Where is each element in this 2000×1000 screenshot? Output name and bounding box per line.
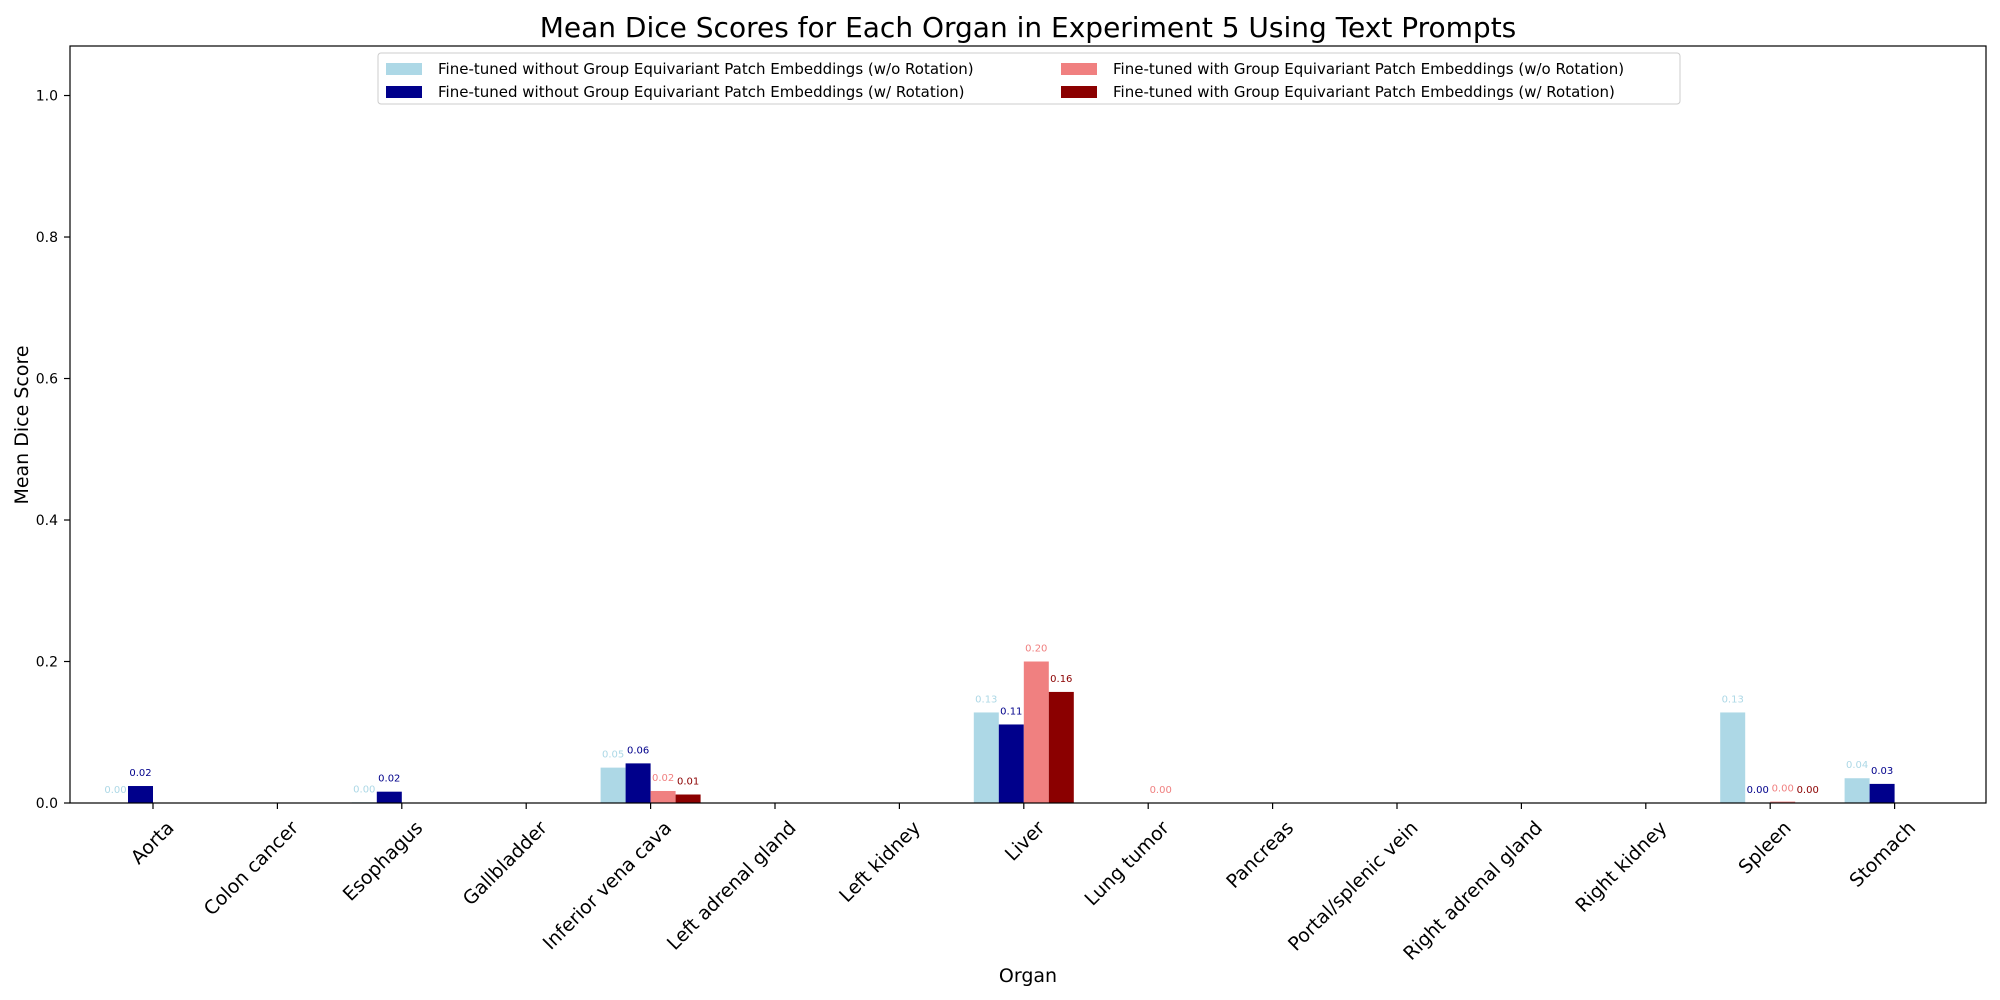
x-tick-label: Aorta — [127, 817, 179, 869]
data-label: 0.13 — [1722, 694, 1744, 705]
bar — [625, 763, 651, 803]
x-tick-label: Left adrenal gland — [663, 817, 801, 955]
data-label: 0.01 — [677, 777, 699, 788]
x-tick-label: Stomach — [1845, 817, 1920, 892]
chart-title: Mean Dice Scores for Each Organ in Exper… — [540, 11, 1517, 44]
legend-entry: Fine-tuned with Group Equivariant Patch … — [1113, 83, 1615, 101]
bar — [1844, 778, 1870, 803]
legend-swatch — [1061, 63, 1097, 75]
legend-swatch — [1061, 86, 1097, 98]
data-label: 0.00 — [1150, 785, 1172, 796]
x-tick-label: Inferior vena cava — [539, 817, 676, 954]
data-label: 0.06 — [627, 745, 649, 756]
y-tick-label: 0.6 — [36, 372, 58, 388]
legend: Fine-tuned without Group Equivariant Pat… — [377, 52, 1681, 105]
data-label: 0.00 — [1747, 785, 1769, 796]
plot-area: 0.0 0.2 0.4 0.6 0.8 1.0 Aorta Colon cancer Esoph… — [36, 89, 1920, 965]
data-label: 0.04 — [1846, 760, 1868, 771]
data-label: 0.03 — [1871, 766, 1893, 777]
y-tick-label: 0.2 — [36, 655, 58, 671]
x-tick-label: Esophagus — [339, 817, 428, 906]
x-tick-label: Right kidney — [1571, 817, 1671, 917]
bar — [1023, 661, 1049, 803]
data-label: 0.02 — [129, 768, 151, 779]
legend-entry: Fine-tuned without Group Equivariant Pat… — [438, 60, 974, 78]
y-axis-label: Mean Dice Score — [11, 345, 33, 504]
bar — [1770, 801, 1796, 803]
x-tick-label: Colon cancer — [200, 817, 303, 920]
x-tick-label: Portal/splenic vein — [1284, 817, 1423, 956]
y-tick-label: 0.4 — [36, 513, 58, 529]
x-tick-label: Spleen — [1734, 817, 1795, 878]
x-tick-label: Right adrenal gland — [1399, 817, 1547, 965]
data-label: 0.00 — [104, 785, 126, 796]
y-tick-label: 0.8 — [36, 230, 58, 246]
x-tick-label: Liver — [1001, 817, 1050, 866]
y-tick-label: 0.0 — [36, 796, 58, 812]
bar — [650, 790, 676, 803]
x-tick-label: Gallbladder — [459, 817, 552, 910]
data-label: 0.13 — [975, 694, 997, 705]
bar — [1869, 783, 1895, 803]
data-label: 0.00 — [353, 784, 375, 795]
data-label: 0.02 — [652, 773, 674, 784]
data-label: 0.16 — [1050, 674, 1072, 685]
legend-box — [377, 52, 1681, 105]
data-label: 0.02 — [378, 774, 400, 785]
bar — [128, 786, 153, 803]
bar — [600, 767, 626, 803]
bar — [973, 712, 999, 803]
data-label: 0.00 — [1772, 784, 1794, 795]
data-label: 0.20 — [1025, 644, 1047, 655]
legend-swatch — [386, 63, 422, 75]
x-tick-label: Lung tumor — [1080, 817, 1173, 910]
x-tick-label: Pancreas — [1222, 817, 1298, 893]
x-tick-label: Left kidney — [835, 817, 925, 907]
x-axis-label: Organ — [999, 965, 1057, 987]
data-label: 0.00 — [1797, 785, 1819, 796]
data-label: 0.11 — [1000, 706, 1022, 717]
y-tick-label: 1.0 — [36, 89, 58, 105]
legend-entry: Fine-tuned with Group Equivariant Patch … — [1113, 60, 1624, 78]
bar — [376, 791, 402, 803]
data-label: 0.05 — [602, 750, 624, 761]
bar — [998, 724, 1024, 803]
plot-frame — [69, 45, 1987, 804]
legend-swatch — [386, 86, 422, 98]
bar — [1048, 691, 1074, 803]
bar — [675, 794, 701, 803]
legend-entry: Fine-tuned without Group Equivariant Pat… — [438, 83, 964, 101]
bar — [1720, 712, 1746, 803]
